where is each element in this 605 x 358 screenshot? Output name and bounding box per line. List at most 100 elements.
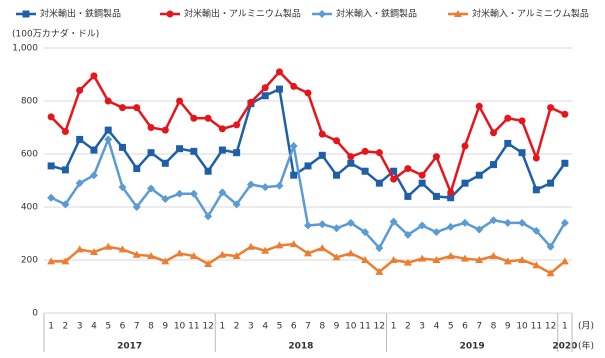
marker [332, 224, 341, 233]
x-tick-label: 3 [248, 322, 254, 332]
marker [118, 143, 126, 151]
marker [532, 226, 541, 235]
marker [118, 183, 127, 192]
marker [147, 124, 155, 131]
marker [532, 154, 540, 162]
marker [261, 84, 269, 92]
x-tick-label: 9 [505, 322, 511, 332]
marker [89, 248, 98, 256]
x-tick-label: 11 [531, 322, 542, 332]
marker [304, 221, 312, 230]
marker [518, 256, 527, 263]
marker [446, 252, 455, 260]
marker [247, 98, 255, 106]
marker [475, 225, 484, 234]
marker [461, 142, 469, 150]
x-group-label: 2017 [117, 342, 142, 352]
marker [218, 188, 227, 197]
x-tick-label: 5 [277, 322, 283, 332]
marker [190, 114, 198, 122]
y-axis-label: (100万カナダ・ドル) [12, 28, 99, 40]
x-tick-label: 12 [545, 322, 556, 332]
marker [532, 186, 540, 194]
marker [346, 218, 355, 227]
marker [333, 137, 341, 145]
x-tick-label: 1 [562, 322, 568, 332]
marker [403, 230, 412, 239]
marker [76, 135, 84, 143]
x-unit-year: (年) [578, 340, 594, 352]
marker [432, 256, 441, 263]
marker [490, 161, 498, 169]
marker [133, 165, 141, 173]
marker [204, 259, 213, 267]
x-tick-label: 5 [105, 322, 111, 332]
legend-marker [318, 10, 326, 18]
marker [76, 86, 84, 94]
marker [204, 212, 213, 221]
marker [432, 153, 440, 161]
marker [275, 68, 283, 76]
marker [518, 117, 526, 125]
marker [118, 104, 126, 112]
marker [261, 246, 270, 254]
marker [560, 218, 569, 227]
x-tick-label: 1 [391, 322, 397, 332]
marker [90, 146, 98, 154]
x-tick-label: 9 [334, 322, 340, 332]
marker [460, 218, 469, 227]
marker [75, 179, 84, 188]
marker [47, 162, 55, 170]
legend-marker [454, 10, 462, 17]
marker [275, 85, 283, 93]
marker [460, 254, 469, 262]
marker [361, 228, 370, 237]
marker [104, 97, 112, 105]
legend-marker [166, 10, 174, 18]
marker [161, 126, 169, 134]
marker [218, 146, 226, 154]
legend-label: 対米輸出・アルミニウム製品 [184, 8, 301, 20]
marker [161, 257, 170, 265]
marker [189, 189, 198, 198]
x-tick-label: 11 [359, 322, 370, 332]
x-tick-label: 12 [202, 322, 213, 332]
x-group-label: 2018 [288, 342, 313, 352]
marker [47, 193, 56, 202]
marker [290, 171, 298, 179]
x-tick-label: 4 [262, 322, 268, 332]
marker [446, 222, 455, 231]
marker [232, 252, 241, 260]
marker [175, 249, 184, 257]
y-tick-label: 0 [32, 309, 38, 319]
marker [132, 203, 141, 211]
marker [389, 217, 398, 226]
marker [375, 267, 384, 275]
marker [204, 114, 212, 122]
x-tick-label: 2 [405, 322, 411, 332]
x-tick-label: 8 [148, 322, 154, 332]
marker [275, 181, 284, 190]
y-tick-label: 400 [21, 203, 38, 213]
x-tick-label: 2 [234, 322, 240, 332]
marker [332, 253, 341, 261]
x-tick-label: 1 [220, 322, 226, 332]
y-tick-label: 800 [21, 97, 38, 107]
x-tick-label: 10 [174, 322, 186, 332]
marker [461, 179, 469, 187]
marker [61, 127, 69, 135]
x-tick-label: 6 [120, 322, 126, 332]
marker [361, 256, 370, 263]
series-line [50, 87, 566, 200]
x-tick-label: 10 [345, 322, 357, 332]
legend-label: 対米輸出・鉄鋼製品 [40, 8, 121, 20]
marker [290, 82, 298, 90]
marker [560, 257, 569, 265]
marker [518, 218, 527, 227]
marker [432, 228, 441, 237]
marker [190, 147, 198, 155]
x-tick-label: 12 [374, 322, 385, 332]
y-tick-label: 200 [21, 256, 38, 266]
marker [390, 175, 398, 183]
